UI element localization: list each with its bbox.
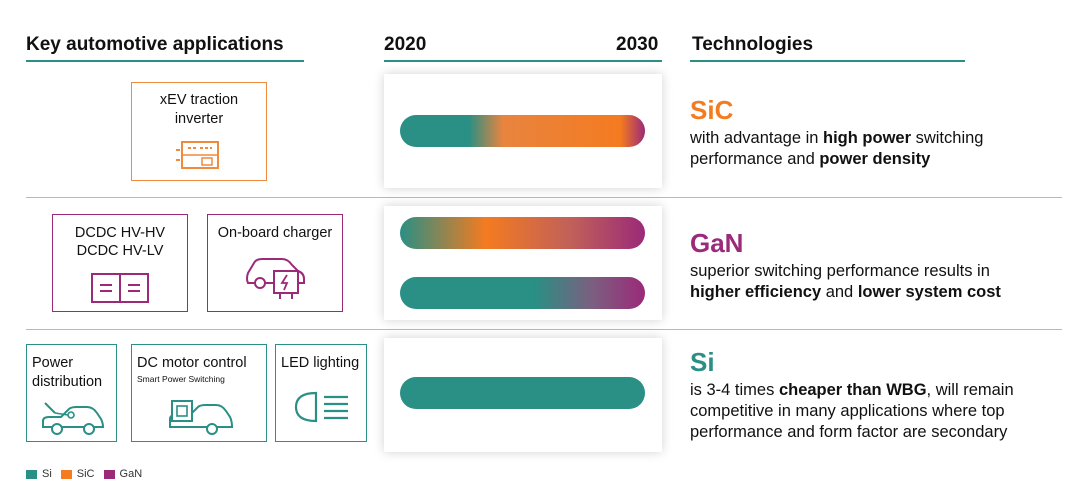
sic-desc-text: with advantage in [690, 129, 824, 147]
si-adoption-bar [400, 377, 645, 409]
legend-label: Si [42, 468, 52, 480]
inverter-icon [176, 141, 219, 169]
charging-car-icon [246, 258, 305, 299]
legend-item-sic: SiC [60, 468, 95, 480]
dcmotor-sublabel: Smart Power Switching [137, 374, 225, 384]
gan-desc-bold: higher efficiency [690, 283, 822, 301]
legend-label: SiC [76, 468, 95, 480]
gan-desc-text: superior switching performance results i… [690, 262, 990, 280]
power-label-line1: Power [32, 355, 74, 371]
legend-item-gan: GaN [103, 468, 143, 480]
power-distribution-box: Power distribution [26, 344, 117, 442]
dcdc-label-line2: DCDC HV-LV [76, 243, 164, 259]
power-label-line2: distribution [32, 374, 103, 390]
applications-underline [26, 60, 304, 62]
legend-swatch [60, 469, 72, 479]
gan-description: superior switching performance results i… [690, 261, 1001, 303]
xev-label-line2: inverter [174, 111, 224, 127]
xev-traction-inverter-box: xEV traction inverter [131, 82, 267, 181]
converter-icon [91, 273, 149, 303]
legend: Si SiC GaN [26, 468, 151, 480]
sic-desc-text: switching [911, 129, 984, 147]
gan-adoption-bar-dcdc [400, 217, 645, 249]
si-name: Si [690, 347, 715, 377]
dcdc-label-line1: DCDC HV-HV [74, 225, 166, 241]
si-desc-bold: cheaper than WBG [778, 381, 927, 399]
gan-desc-text: and [821, 283, 858, 301]
applications-header: Key automotive applications [26, 34, 284, 55]
gan-timeline-panel [384, 206, 662, 320]
sic-desc-bold: power density [819, 150, 931, 168]
sic-desc-bold: high power [823, 129, 912, 147]
car-power-icon [42, 402, 105, 435]
si-technology-block: Si is 3-4 times cheaper than WBG, will r… [690, 347, 1014, 443]
year-start-label: 2020 [384, 34, 427, 55]
legend-label: GaN [119, 468, 143, 480]
si-timeline-panel [384, 338, 662, 452]
legend-swatch [26, 469, 37, 479]
sic-description: with advantage in high power switching p… [690, 128, 983, 170]
obc-label: On-board charger [217, 225, 333, 241]
si-desc-text: performance and form factor are secondar… [690, 423, 1008, 441]
legend-swatch [103, 469, 115, 479]
gan-desc-bold: lower system cost [857, 283, 1001, 301]
sic-adoption-bar [400, 115, 645, 147]
row-separator [26, 329, 1062, 330]
si-desc-text: is 3-4 times [690, 381, 779, 399]
sic-desc-text: performance and [690, 150, 820, 168]
gan-adoption-bar-obc [400, 277, 645, 309]
technologies-underline [690, 60, 965, 62]
headlight-icon [294, 391, 348, 423]
sic-name: SiC [690, 95, 734, 125]
year-end-label: 2030 [616, 34, 659, 55]
dcmotor-label: DC motor control [137, 355, 247, 371]
si-description: is 3-4 times cheaper than WBG, will rema… [690, 380, 1014, 443]
dcdc-box: DCDC HV-HV DCDC HV-LV [52, 214, 188, 312]
legend-item-si: Si [26, 468, 52, 480]
si-desc-text: competitive in many applications where t… [690, 402, 1005, 420]
timeline-underline [384, 60, 662, 62]
sic-technology-block: SiC with advantage in high power switchi… [690, 95, 983, 170]
row-separator [26, 197, 1062, 198]
sic-timeline-panel [384, 74, 662, 188]
dc-motor-control-box: DC motor control Smart Power Switching [131, 344, 267, 442]
on-board-charger-box: On-board charger [207, 214, 343, 312]
gan-name: GaN [690, 228, 744, 258]
si-desc-text: , will remain [926, 381, 1014, 399]
led-lighting-box: LED lighting [275, 344, 367, 442]
car-motor-icon [169, 400, 234, 435]
technologies-header: Technologies [692, 34, 814, 55]
led-label: LED lighting [281, 355, 360, 371]
gan-technology-block: GaN superior switching performance resul… [690, 228, 1001, 303]
xev-label-line1: xEV traction [159, 92, 239, 108]
